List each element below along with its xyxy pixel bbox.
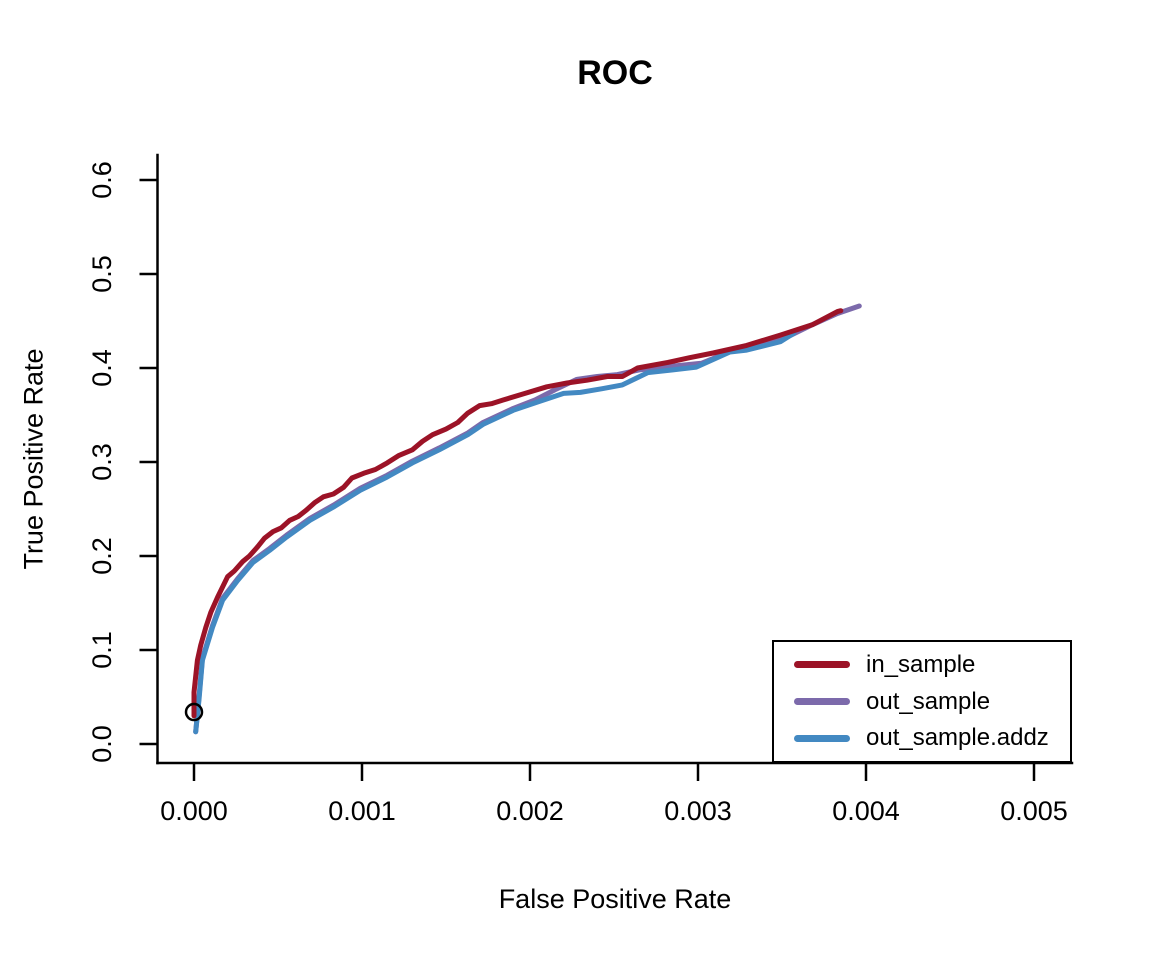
roc-curve-in-sample	[191, 308, 844, 719]
y-tick-label: 0.2	[87, 537, 117, 575]
x-tick-label: 0.004	[832, 796, 900, 826]
y-tick-label: 0.6	[87, 161, 117, 199]
y-tick-label: 0.0	[87, 725, 117, 763]
out-sample-addz-line-swatch	[794, 734, 850, 742]
legend: in_sample out_sample out_sample.addz	[772, 640, 1072, 763]
x-axis-title: False Positive Rate	[498, 884, 732, 914]
y-tick-label: 0.3	[87, 443, 117, 481]
x-tick-label: 0.005	[1000, 796, 1068, 826]
legend-item-in-sample: in_sample	[774, 651, 1070, 679]
legend-label: out_sample	[866, 687, 991, 715]
y-tick-label: 0.5	[87, 255, 117, 293]
roc-curve-out-sample-addz	[193, 330, 797, 735]
y-axis-title: True Positive Rate	[18, 348, 49, 570]
y-tick-label: 0.4	[87, 349, 117, 387]
x-tick-label: 0.002	[496, 796, 564, 826]
x-tick-label: 0.001	[328, 796, 396, 826]
chart-title: ROC	[577, 54, 653, 92]
legend-label: out_sample.addz	[866, 724, 1049, 752]
legend-label: in_sample	[866, 650, 976, 678]
y-tick-label: 0.1	[87, 631, 117, 669]
x-tick-label: 0.003	[664, 796, 732, 826]
origin-point-marker	[184, 702, 204, 722]
in-sample-line-swatch	[794, 661, 850, 669]
x-tick-label: 0.000	[160, 796, 228, 826]
legend-item-out-sample-addz: out_sample.addz	[774, 724, 1070, 752]
out-sample-line-swatch	[794, 698, 850, 705]
legend-item-out-sample: out_sample	[774, 688, 1070, 716]
